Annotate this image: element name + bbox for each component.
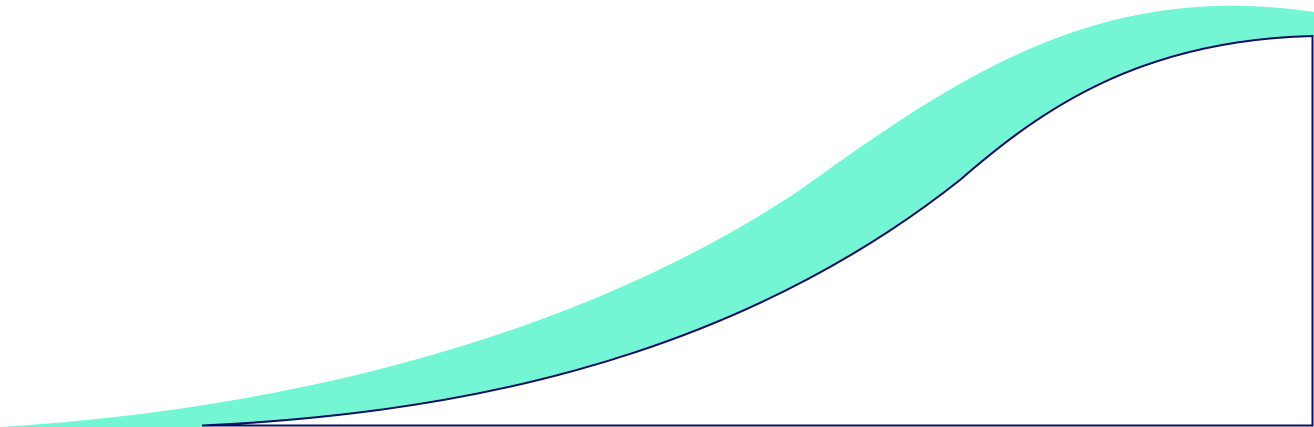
mint-wave-band xyxy=(0,5,1314,427)
navy-outlined-curve xyxy=(201,34,1314,427)
